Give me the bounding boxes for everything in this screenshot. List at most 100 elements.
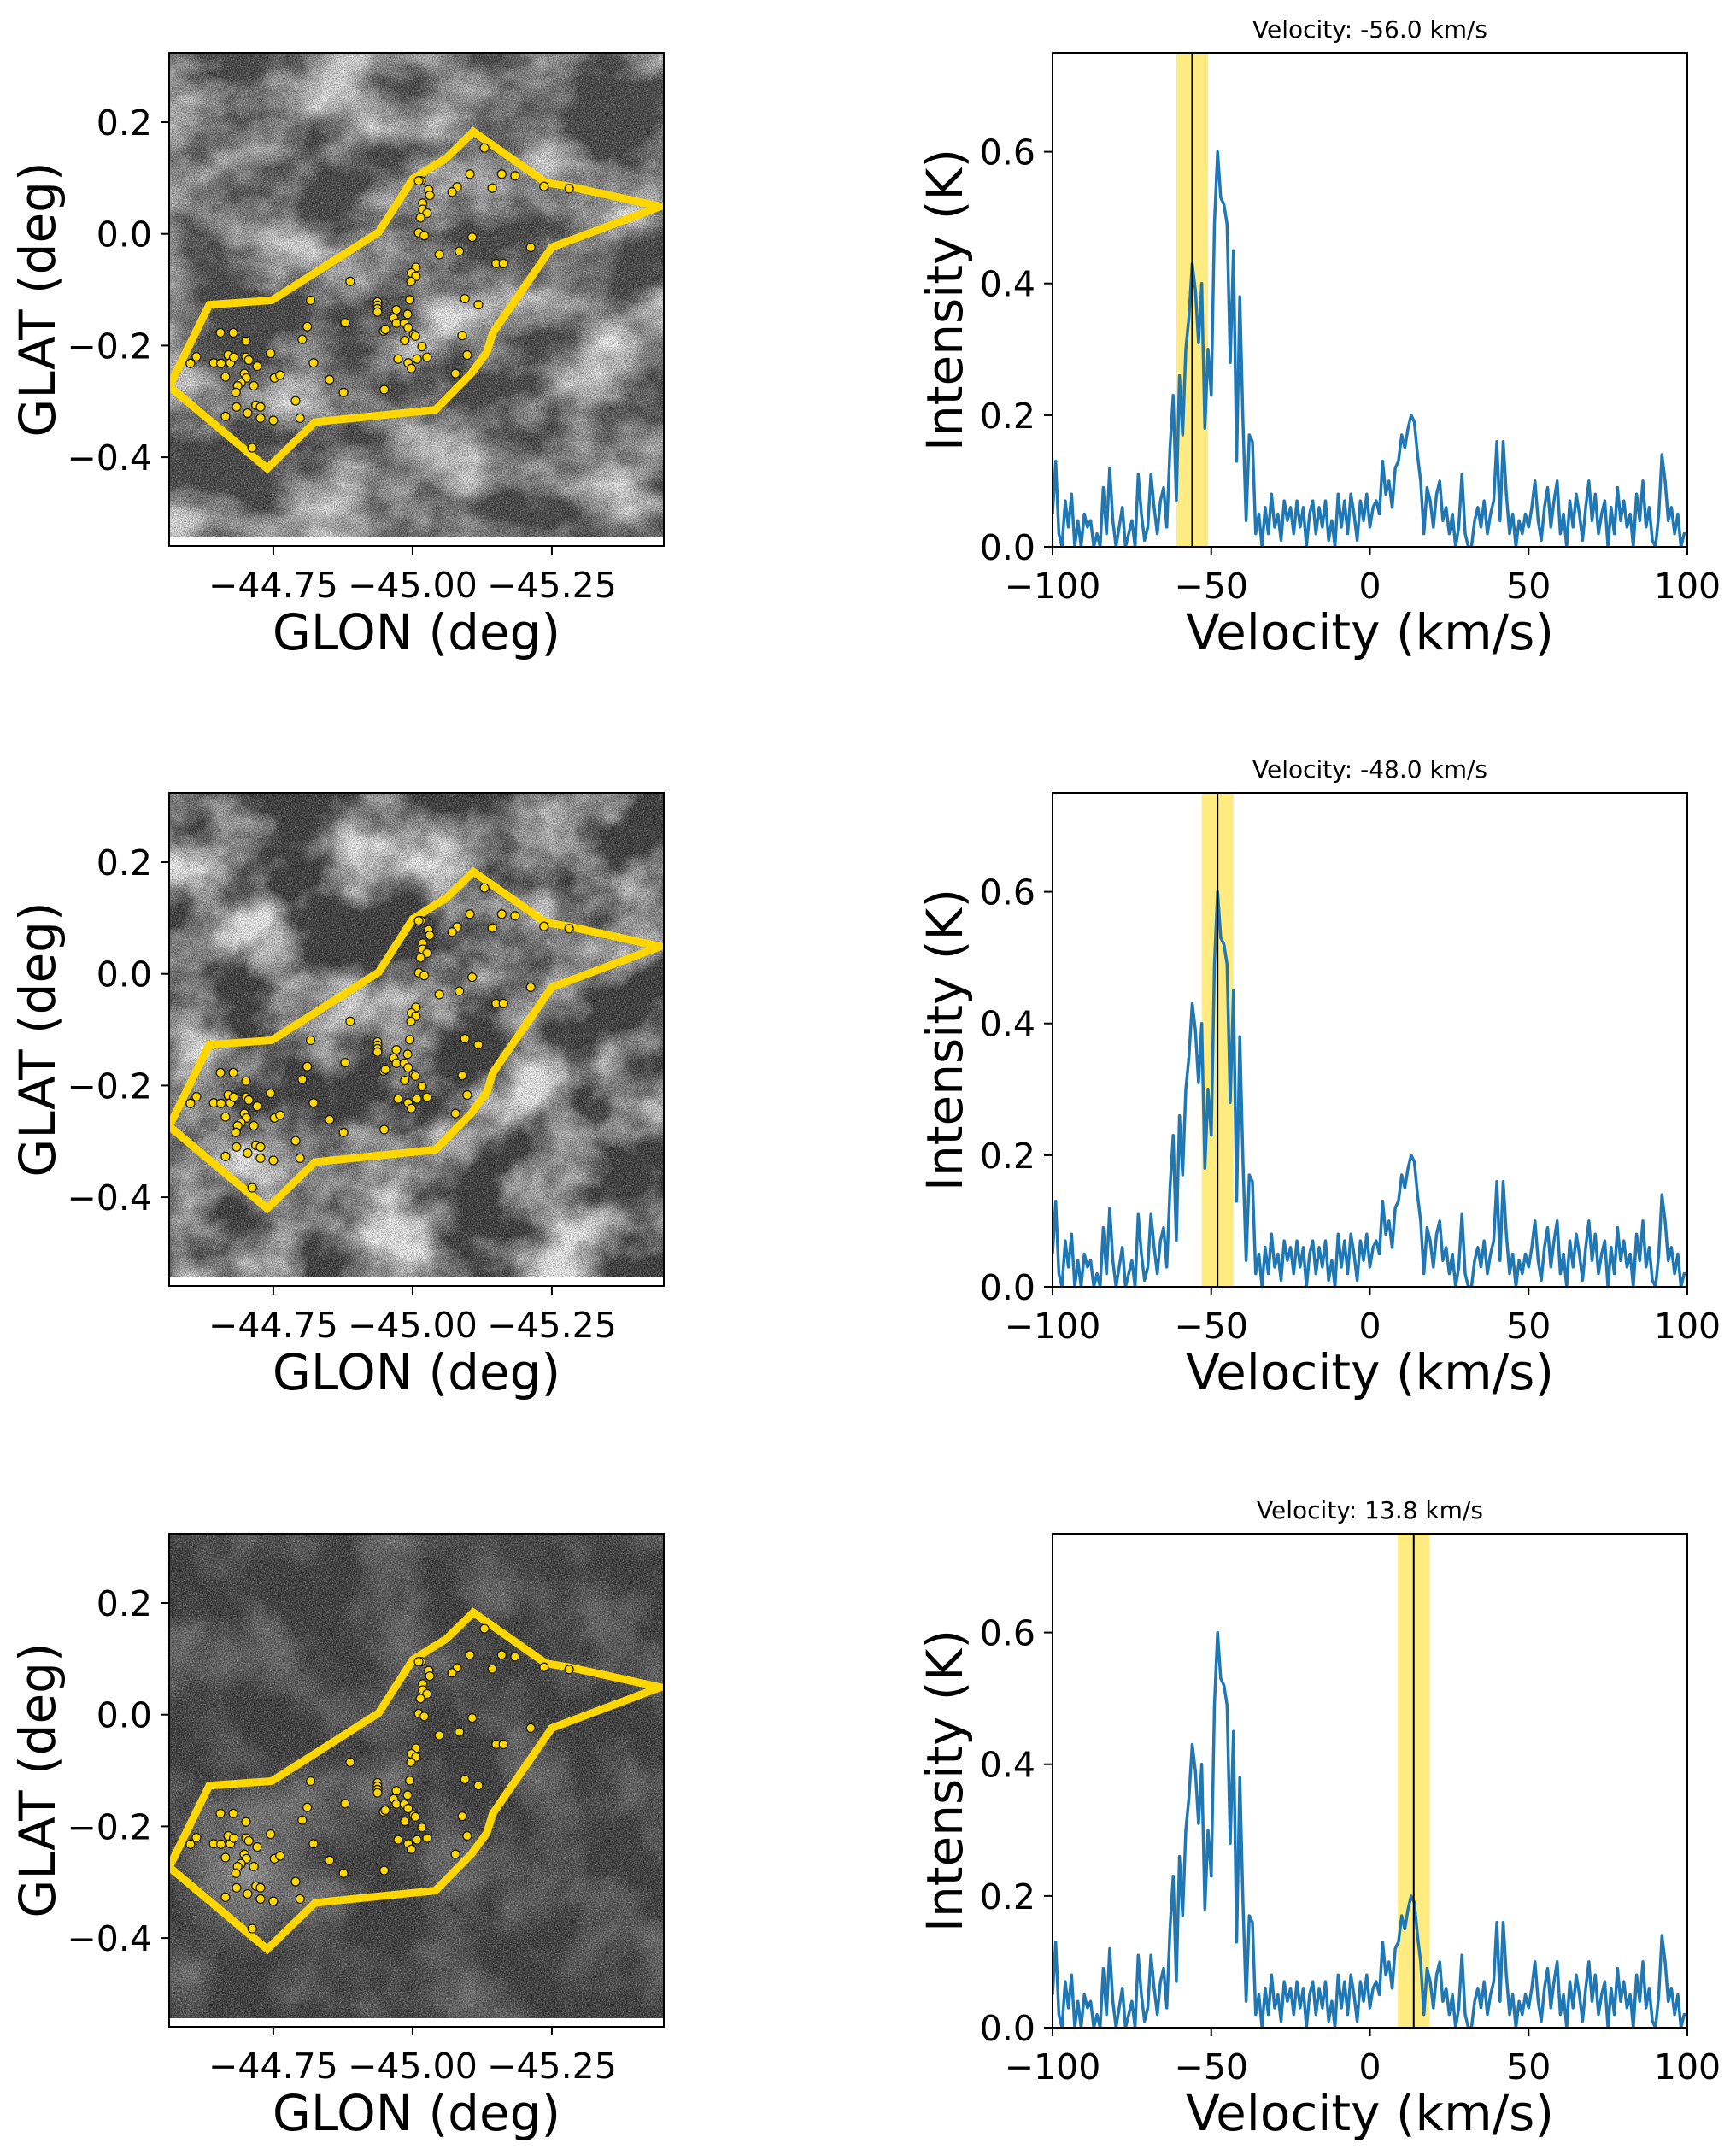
source-point <box>391 1058 402 1068</box>
spectrum-ytick-label: 0.0 <box>980 527 1035 568</box>
source-point <box>215 1839 226 1849</box>
source-point <box>510 171 520 181</box>
spectrum-ylabel: Intensity (K) <box>916 149 974 451</box>
source-point <box>403 1062 413 1073</box>
source-point <box>402 309 413 320</box>
spectrum-line <box>1053 150 1687 547</box>
source-point <box>406 1757 416 1767</box>
spectrum-xtick-label: 0 <box>1358 1306 1381 1347</box>
source-point <box>400 1075 410 1086</box>
source-point <box>266 348 276 359</box>
source-point <box>249 380 259 391</box>
source-point <box>228 1092 239 1102</box>
source-point <box>231 1868 241 1878</box>
source-point <box>249 1861 259 1872</box>
region-polygon <box>169 126 664 474</box>
spectrum-xtick-label: 50 <box>1506 2046 1551 2087</box>
source-point <box>372 1047 383 1057</box>
source-point <box>413 175 424 186</box>
source-point <box>391 1799 402 1809</box>
source-point <box>252 1101 262 1112</box>
source-point <box>243 408 253 419</box>
source-point <box>410 1811 420 1822</box>
source-point <box>413 1656 424 1667</box>
source-point <box>417 1823 427 1833</box>
map-ytick-label: −0.4 <box>67 1918 152 1959</box>
source-point <box>379 1865 390 1876</box>
source-point <box>479 883 490 893</box>
source-point <box>252 361 262 372</box>
blank-strip <box>169 1277 664 1286</box>
spectrum-area <box>1053 53 1687 547</box>
source-point <box>295 413 305 424</box>
source-point <box>185 1098 196 1108</box>
source-point <box>290 1136 301 1146</box>
source-point <box>302 1802 313 1812</box>
source-point <box>465 909 475 919</box>
source-point <box>525 242 536 253</box>
source-point <box>465 169 475 179</box>
source-point <box>419 231 430 241</box>
source-point <box>305 1035 316 1046</box>
source-point <box>228 1833 239 1843</box>
blank-strip <box>169 537 664 546</box>
source-point <box>405 295 415 305</box>
source-point <box>290 396 301 406</box>
spectrum-xtick-label: −50 <box>1174 2046 1248 2087</box>
source-point <box>325 374 335 385</box>
source-point <box>266 1829 276 1840</box>
map-ytick-label: −0.4 <box>67 437 152 479</box>
spectrum-xtick-label: −100 <box>1005 1306 1101 1347</box>
map-xtick-label: −44.75 <box>208 2046 338 2087</box>
source-point <box>338 1868 349 1878</box>
spectrum-xlabel: Velocity (km/s) <box>1186 1343 1554 1401</box>
source-point <box>539 921 549 931</box>
spectrum-xtick-label: 100 <box>1654 566 1721 607</box>
source-point <box>275 370 285 380</box>
source-point <box>405 1776 415 1786</box>
source-point <box>417 1082 427 1092</box>
source-point <box>473 300 484 310</box>
source-point <box>415 213 425 223</box>
source-point <box>243 1148 253 1159</box>
source-point <box>297 334 308 344</box>
spectrum-xtick-label: −50 <box>1174 566 1248 607</box>
source-point <box>231 387 241 397</box>
source-point <box>412 1835 422 1845</box>
spectrum-xtick-label: 0 <box>1358 2046 1381 2087</box>
spectrum-ytick-label: 0.0 <box>980 1267 1035 1308</box>
source-point <box>308 358 319 368</box>
source-point <box>473 1781 484 1791</box>
source-point <box>393 354 403 364</box>
source-point <box>422 208 432 219</box>
source-point <box>510 1652 520 1662</box>
source-point <box>410 331 420 341</box>
source-point <box>422 948 432 959</box>
spectrum-xtick-label: −50 <box>1174 1306 1248 1347</box>
map-xtick-label: −45.00 <box>348 2046 478 2087</box>
source-point <box>422 352 432 362</box>
spectrum-area <box>1053 1534 1687 2028</box>
source-point <box>467 972 478 983</box>
source-point <box>412 1094 422 1104</box>
map-xtick-label: −45.00 <box>348 565 478 606</box>
intensity-image <box>169 793 664 1286</box>
source-point <box>297 1074 308 1084</box>
source-point <box>413 915 424 926</box>
source-point <box>412 354 422 364</box>
source-point <box>415 1694 425 1704</box>
spectrum-ytick-label: 0.6 <box>980 132 1035 173</box>
source-point <box>462 1089 472 1101</box>
spectrum-line <box>1053 890 1687 1287</box>
source-point <box>525 1723 536 1734</box>
source-point <box>247 443 257 453</box>
source-point <box>255 413 266 424</box>
map-ylabel: GLAT (deg) <box>9 161 67 437</box>
source-point <box>252 1841 262 1852</box>
spectrum-title: Velocity: -48.0 km/s <box>1252 755 1487 784</box>
source-point <box>455 246 465 256</box>
source-point <box>232 1142 242 1152</box>
source-point <box>434 1730 444 1741</box>
source-point <box>479 143 490 153</box>
spectrum-xlabel: Velocity (km/s) <box>1186 2084 1554 2142</box>
